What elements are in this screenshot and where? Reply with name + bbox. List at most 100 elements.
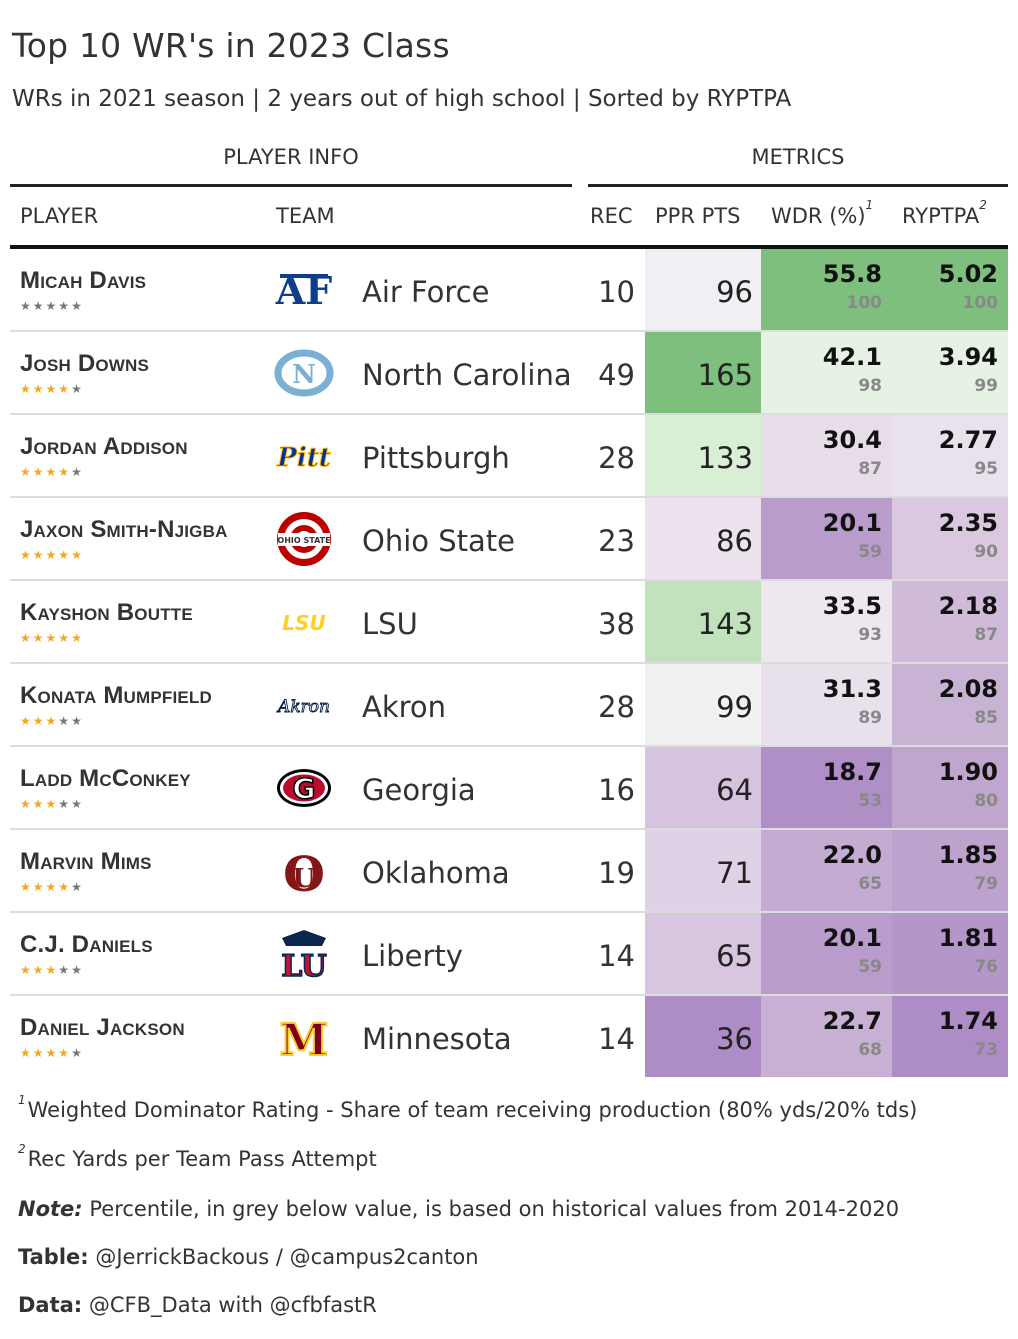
table-row: Ladd McConkey ★★★★★ G Georgia 16 64 18.7 53 1.90… bbox=[10, 747, 1008, 830]
recruit-stars: ★★★★★ bbox=[20, 880, 84, 894]
col-header-team: TEAM bbox=[276, 204, 335, 228]
team-name: Air Force bbox=[362, 275, 490, 309]
table-row: Jaxon Smith-Njigba ★★★★★ OHIO STATE Ohio St… bbox=[10, 498, 1008, 581]
wdr-value: 18.7 bbox=[822, 758, 882, 786]
star-icon: ★ bbox=[45, 631, 59, 645]
data-credit-label: Data: bbox=[18, 1293, 83, 1317]
star-icon: ★ bbox=[45, 797, 59, 811]
star-icon: ★ bbox=[45, 548, 59, 562]
star-icon: ★ bbox=[45, 465, 59, 479]
player-name: Jordan Addison bbox=[20, 433, 188, 460]
recruit-stars: ★★★★★ bbox=[20, 465, 84, 479]
player-name: Josh Downs bbox=[20, 350, 150, 377]
spanner-player-info: PLAYER INFO bbox=[223, 145, 359, 169]
star-icon: ★ bbox=[20, 714, 33, 728]
ryptpa-percentile: 73 bbox=[974, 1040, 998, 1060]
ryptpa-cell: 2.35 90 bbox=[892, 498, 1008, 579]
wdr-value: 22.0 bbox=[822, 841, 882, 869]
star-icon: ★ bbox=[32, 963, 46, 977]
player-name: Jaxon Smith-Njigba bbox=[20, 516, 228, 543]
ohio-state-logo: OHIO STATE bbox=[273, 508, 335, 570]
col-header-wdr: WDR (%)1 bbox=[771, 198, 873, 228]
ryptpa-percentile: 80 bbox=[974, 791, 998, 811]
footnote-wdr: 1Weighted Dominator Rating - Share of te… bbox=[18, 1093, 917, 1122]
ppr-value: 133 bbox=[697, 441, 753, 475]
recruit-stars: ★★★★★ bbox=[20, 631, 84, 645]
ppr-cell: 86 bbox=[645, 498, 761, 579]
table-row: Marvin Mims ★★★★★ O U Oklahoma 19 71 22.0 65 1.85… bbox=[10, 830, 1008, 913]
spanner-line-metrics bbox=[588, 184, 1008, 187]
wdr-cell: 30.4 87 bbox=[761, 415, 892, 496]
table-row: Jordan Addison ★★★★★ Pitt Pittsburgh 28 133 30… bbox=[10, 415, 1008, 498]
wdr-cell: 31.3 89 bbox=[761, 664, 892, 745]
wdr-value: 33.5 bbox=[822, 592, 882, 620]
rec-value: 19 bbox=[598, 856, 635, 890]
ppr-cell: 99 bbox=[645, 664, 761, 745]
ryptpa-value: 2.35 bbox=[938, 509, 998, 537]
star-icon: ★ bbox=[32, 299, 46, 313]
star-icon: ★ bbox=[71, 299, 84, 313]
star-icon: ★ bbox=[71, 631, 84, 645]
source-note-label: Note: bbox=[18, 1197, 83, 1221]
wdr-cell: 22.0 65 bbox=[761, 830, 892, 911]
star-icon: ★ bbox=[71, 714, 84, 728]
ppr-value: 64 bbox=[716, 773, 753, 807]
data-credit: Data: @CFB_Data with @cfbfastR bbox=[18, 1293, 377, 1317]
wdr-cell: 22.7 68 bbox=[761, 996, 892, 1077]
wdr-cell: 18.7 53 bbox=[761, 747, 892, 828]
rec-value: 28 bbox=[598, 690, 635, 724]
ryptpa-cell: 2.18 87 bbox=[892, 581, 1008, 662]
ppr-cell: 133 bbox=[645, 415, 761, 496]
table-row: Daniel Jackson ★★★★★ M Minnesota 14 36 22.7 68 1… bbox=[10, 996, 1008, 1079]
lsu-logo-text: LSU bbox=[282, 611, 325, 635]
recruit-stars: ★★★★★ bbox=[20, 299, 84, 313]
col-header-ryptpa-note: 2 bbox=[979, 198, 987, 212]
svg-text:G: G bbox=[293, 772, 316, 805]
ryptpa-cell: 5.02 100 bbox=[892, 249, 1008, 330]
liberty-logo: LU bbox=[273, 923, 335, 985]
ryptpa-value: 2.18 bbox=[938, 592, 998, 620]
wdr-percentile: 93 bbox=[858, 625, 882, 645]
wdr-percentile: 59 bbox=[858, 957, 882, 977]
star-icon: ★ bbox=[20, 299, 33, 313]
star-icon: ★ bbox=[45, 1046, 59, 1060]
minnesota-logo: M bbox=[273, 1006, 335, 1068]
team-name: Pittsburgh bbox=[362, 441, 510, 475]
star-icon: ★ bbox=[58, 797, 72, 811]
player-name: Ladd McConkey bbox=[20, 765, 191, 792]
star-icon: ★ bbox=[45, 299, 59, 313]
ppr-value: 36 bbox=[716, 1022, 753, 1056]
wdr-cell: 20.1 59 bbox=[761, 498, 892, 579]
star-icon: ★ bbox=[20, 631, 33, 645]
svg-text:N: N bbox=[292, 360, 316, 390]
wdr-percentile: 65 bbox=[858, 874, 882, 894]
ryptpa-percentile: 76 bbox=[974, 957, 998, 977]
star-icon: ★ bbox=[32, 548, 46, 562]
col-header-wdr-label: WDR (%) bbox=[771, 204, 866, 228]
star-icon: ★ bbox=[58, 1046, 72, 1060]
player-name: Daniel Jackson bbox=[20, 1014, 185, 1041]
ryptpa-percentile: 95 bbox=[974, 459, 998, 479]
star-icon: ★ bbox=[58, 880, 72, 894]
rec-value: 10 bbox=[598, 275, 635, 309]
player-name: C.J. Daniels bbox=[20, 931, 153, 958]
player-name: Kayshon Boutte bbox=[20, 599, 193, 626]
table-row: Josh Downs ★★★★★ N North Carolina 49 165 42.1 9… bbox=[10, 332, 1008, 415]
source-note-text: Percentile, in grey below value, is base… bbox=[82, 1197, 900, 1221]
team-name: Ohio State bbox=[362, 524, 515, 558]
team-name: Akron bbox=[362, 690, 447, 724]
wdr-cell: 55.8 100 bbox=[761, 249, 892, 330]
table-title: Top 10 WR's in 2023 Class bbox=[12, 26, 450, 65]
north-carolina-logo: N bbox=[273, 342, 335, 404]
ryptpa-cell: 3.94 99 bbox=[892, 332, 1008, 413]
ppr-cell: 96 bbox=[645, 249, 761, 330]
ryptpa-value: 1.85 bbox=[938, 841, 998, 869]
wdr-value: 20.1 bbox=[822, 509, 882, 537]
star-icon: ★ bbox=[32, 382, 46, 396]
wdr-value: 31.3 bbox=[822, 675, 882, 703]
star-icon: ★ bbox=[58, 548, 72, 562]
player-table: Micah Davis ★★★★★ AF Air Force 10 96 55.8 100 5.… bbox=[10, 249, 1008, 1079]
svg-text:O: O bbox=[283, 847, 325, 901]
star-icon: ★ bbox=[20, 1046, 33, 1060]
